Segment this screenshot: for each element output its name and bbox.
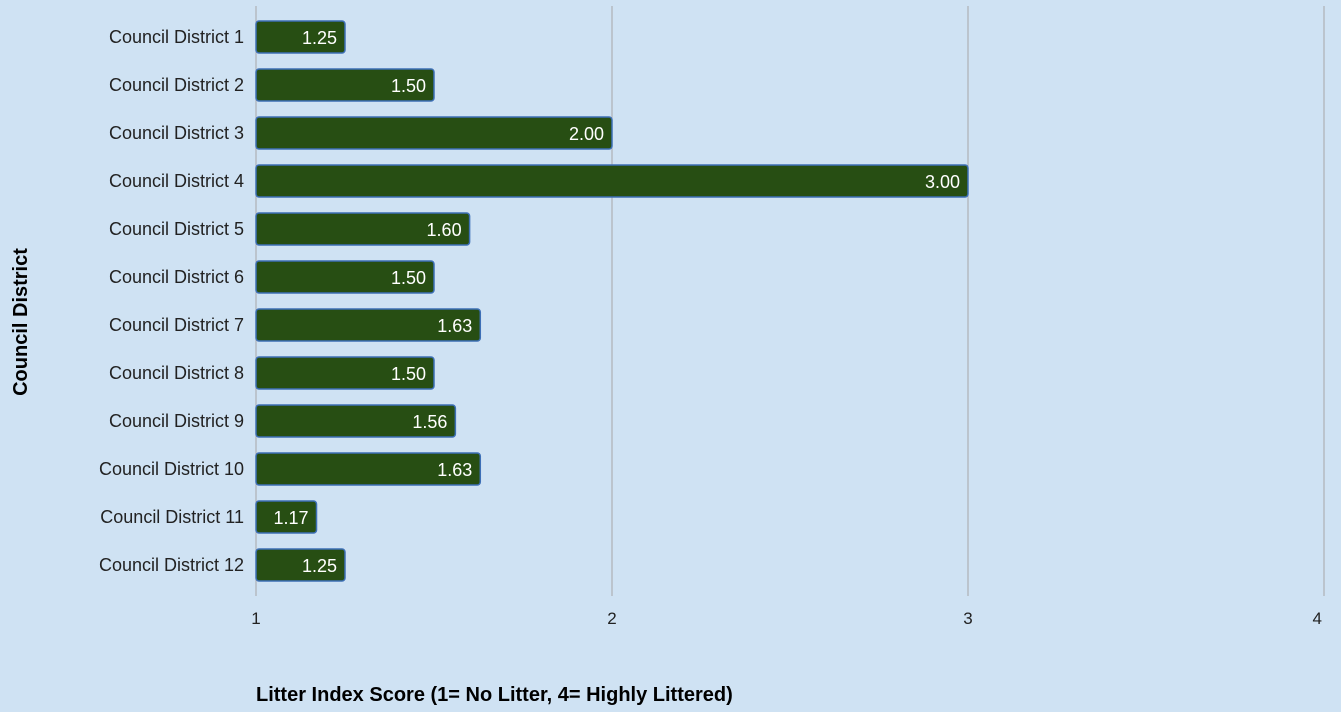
category-label: Council District 4 (109, 171, 244, 191)
data-label: 1.63 (437, 316, 472, 336)
bar (255, 212, 471, 246)
x-axis-title: Litter Index Score (1= No Litter, 4= Hig… (256, 684, 733, 706)
bar (255, 68, 435, 102)
category-label: Council District 9 (109, 411, 244, 431)
bar (255, 164, 969, 198)
data-label: 1.50 (391, 268, 426, 288)
gridlines (255, 6, 1325, 596)
data-label: 1.50 (391, 364, 426, 384)
bar (255, 404, 457, 438)
x-tick-label: 3 (963, 609, 972, 628)
bar (255, 356, 435, 390)
category-label: Council District 12 (99, 555, 244, 575)
category-label: Council District 5 (109, 219, 244, 239)
data-label: 1.50 (391, 76, 426, 96)
category-label: Council District 8 (109, 363, 244, 383)
category-label: Council District 10 (99, 459, 244, 479)
data-label: 3.00 (925, 172, 960, 192)
bar (255, 548, 346, 582)
data-label: 2.00 (569, 124, 604, 144)
data-label: 1.60 (427, 220, 462, 240)
x-tick-label: 1 (251, 609, 260, 628)
x-tick-label: 4 (1313, 609, 1322, 628)
y-axis-title: Council District (10, 248, 32, 396)
bar (255, 452, 482, 486)
bars (255, 20, 969, 582)
data-label: 1.17 (273, 508, 308, 528)
category-label: Council District 11 (100, 507, 244, 527)
data-label: 1.25 (302, 556, 337, 576)
category-label: Council District 7 (109, 315, 244, 335)
bar (255, 20, 346, 54)
data-label: 1.63 (437, 460, 472, 480)
data-label: 1.56 (412, 412, 447, 432)
category-label: Council District 6 (109, 267, 244, 287)
labels: 1 2 3 4 Council District 1 1.25 Council Distri… (99, 27, 1322, 628)
bar (255, 260, 435, 294)
x-tick-label: 2 (607, 609, 616, 628)
bar (255, 500, 318, 534)
category-label: Council District 1 (109, 27, 244, 47)
data-label: 1.25 (302, 28, 337, 48)
bar (255, 308, 482, 342)
category-label: Council District 2 (109, 75, 244, 95)
bar (255, 116, 613, 150)
category-label: Council District 3 (109, 123, 244, 143)
